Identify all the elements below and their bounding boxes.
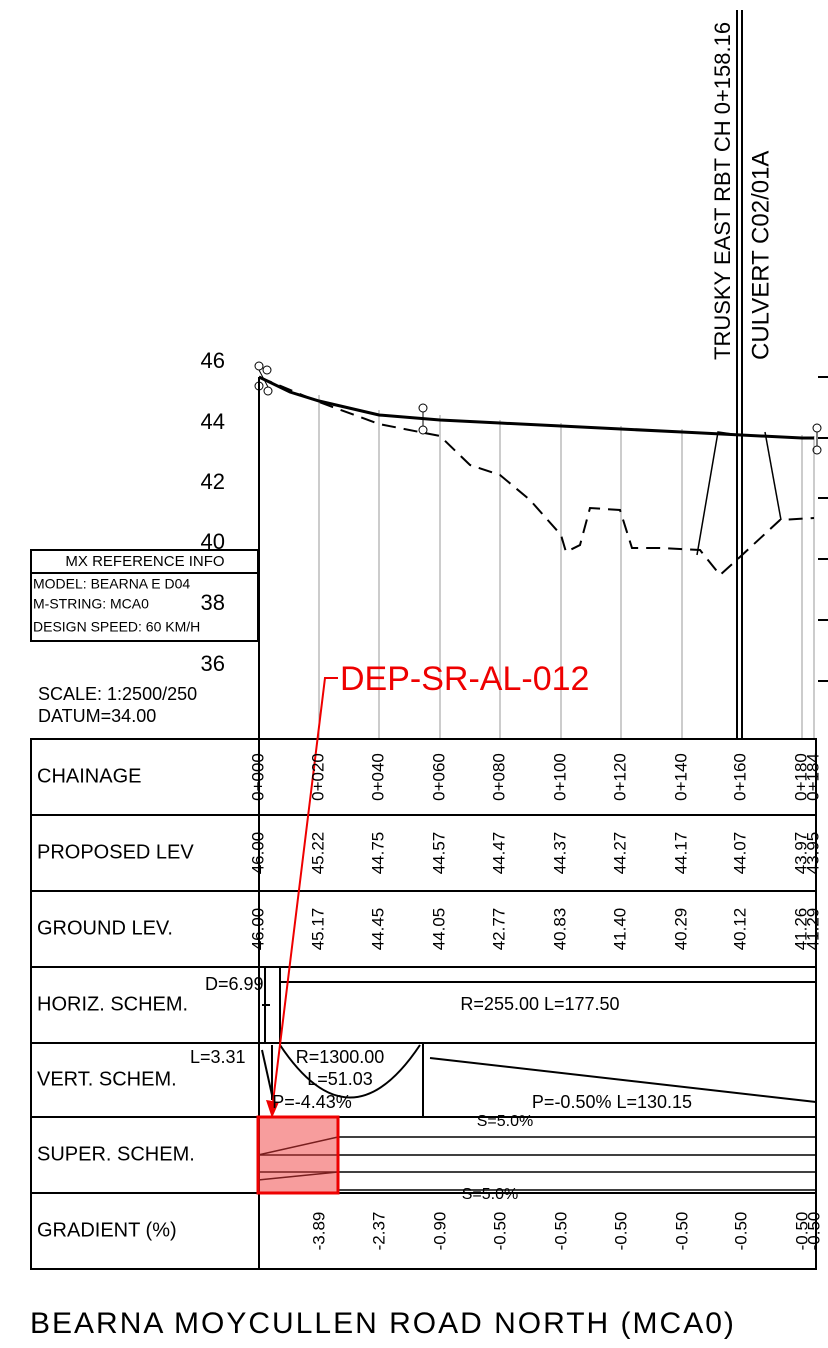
markers — [254, 361, 822, 455]
level-label: 42 — [201, 469, 225, 494]
ground-level: 46.00 — [248, 908, 267, 951]
proposed-profile — [258, 375, 814, 440]
super-scheme — [257, 1136, 816, 1191]
gradient: -0.50 — [611, 1212, 630, 1251]
row-label: SUPER. SCHEM. — [37, 1143, 195, 1165]
proposed-level: 44.75 — [368, 832, 387, 875]
gradient: -0.50 — [490, 1212, 509, 1251]
ground-level: 40.12 — [730, 908, 749, 951]
vert-scheme — [261, 1043, 817, 1117]
ground-level: 42.77 — [489, 908, 508, 951]
gradient: -0.50 — [731, 1212, 750, 1251]
footer-title: BEARNA MOYCULLEN ROAD NORTH (MCA0) — [30, 1307, 736, 1340]
ground-level: 44.45 — [368, 908, 387, 951]
ground-level: 41.29 — [803, 908, 822, 951]
level-label: 38 — [201, 590, 225, 615]
ground-level: 44.05 — [429, 908, 448, 951]
info-line: MODEL: BEARNA E D04 — [33, 576, 190, 592]
chainage: 0+020 — [308, 753, 327, 801]
row-label: CHAINAGE — [37, 765, 141, 787]
gradient: -0.50 — [792, 1212, 811, 1251]
info-title: MX REFERENCE INFO — [65, 553, 224, 570]
proposed-level: 44.27 — [610, 832, 629, 875]
proposed-level: 44.07 — [730, 832, 749, 875]
scale: SCALE: 1:2500/250 — [38, 684, 197, 704]
vert-text: P=-0.50% L=130.15 — [532, 1092, 692, 1112]
horiz-text: D=6.99 — [205, 974, 264, 994]
chainage: 0+100 — [550, 753, 569, 801]
vert-text: R=1300.00 — [296, 1047, 385, 1067]
gradient: -3.89 — [309, 1212, 328, 1251]
chainage: 0+160 — [730, 753, 749, 801]
info-box — [30, 549, 259, 642]
vert-text: L=3.31 — [190, 1047, 246, 1067]
proposed-level: 44.57 — [429, 832, 448, 875]
culvert — [696, 10, 782, 739]
ground-level: 40.83 — [550, 908, 569, 951]
proposed-level: 44.47 — [489, 832, 508, 875]
row-label: VERT. SCHEM. — [37, 1068, 177, 1090]
gradient: -2.37 — [369, 1212, 388, 1251]
chainage: 0+080 — [489, 753, 508, 801]
proposed-level: 46.00 — [248, 832, 267, 875]
level-label: 36 — [201, 651, 225, 676]
annotation-callout — [256, 677, 340, 1195]
gradient: -0.90 — [430, 1212, 449, 1251]
row-label: GROUND LEV. — [37, 917, 173, 939]
ground-level: 45.17 — [308, 908, 327, 951]
level-label: 40 — [201, 529, 225, 554]
chainage: 0+184 — [803, 753, 822, 801]
row-label: GRADIENT (%) — [37, 1219, 177, 1241]
chainage: 0+140 — [671, 753, 690, 801]
annotation: DEP-SR-AL-012 — [340, 660, 589, 698]
proposed-level: 44.17 — [671, 832, 690, 875]
proposed-level: 43.97 — [791, 832, 810, 875]
chainage: 0+120 — [610, 753, 629, 801]
chainage: 0+180 — [791, 753, 810, 801]
super-text: S=5.0% — [462, 1186, 518, 1203]
super-text: S=5.0% — [477, 1113, 533, 1130]
horiz-text: R=255.00 L=177.50 — [460, 994, 619, 1014]
gradient: -0.50 — [672, 1212, 691, 1251]
info-line: M-STRING: MCA0 — [33, 596, 149, 612]
proposed-level: 45.22 — [308, 832, 327, 875]
grid — [318, 376, 828, 739]
level-label: 44 — [201, 409, 225, 434]
chainage: 0+000 — [248, 753, 267, 801]
gradient: -0.50 — [804, 1212, 823, 1251]
vertical-label: CULVERT C02/01A — [747, 151, 774, 360]
level-label: 46 — [201, 348, 225, 373]
ground-level: 40.29 — [671, 908, 690, 951]
vertical-label: TRUSKY EAST RBT CH 0+158.16 — [710, 22, 735, 360]
proposed-level: 43.95 — [803, 832, 822, 875]
ground-level: 41.26 — [791, 908, 810, 951]
chainage: 0+040 — [368, 753, 387, 801]
ground-level: 41.40 — [610, 908, 629, 951]
proposed-level: 44.37 — [550, 832, 569, 875]
vert-text: P=-4.43% — [272, 1092, 352, 1112]
gradient: -0.50 — [551, 1212, 570, 1251]
datum: DATUM=34.00 — [38, 706, 156, 726]
info-line: DESIGN SPEED: 60 KM/H — [33, 619, 200, 635]
row-label: PROPOSED LEV — [37, 841, 194, 863]
chainage: 0+060 — [429, 753, 448, 801]
row-label: HORIZ. SCHEM. — [37, 993, 188, 1015]
ground-profile — [258, 376, 815, 577]
vert-text: L=51.03 — [307, 1069, 373, 1089]
horiz-scheme — [262, 967, 816, 1043]
